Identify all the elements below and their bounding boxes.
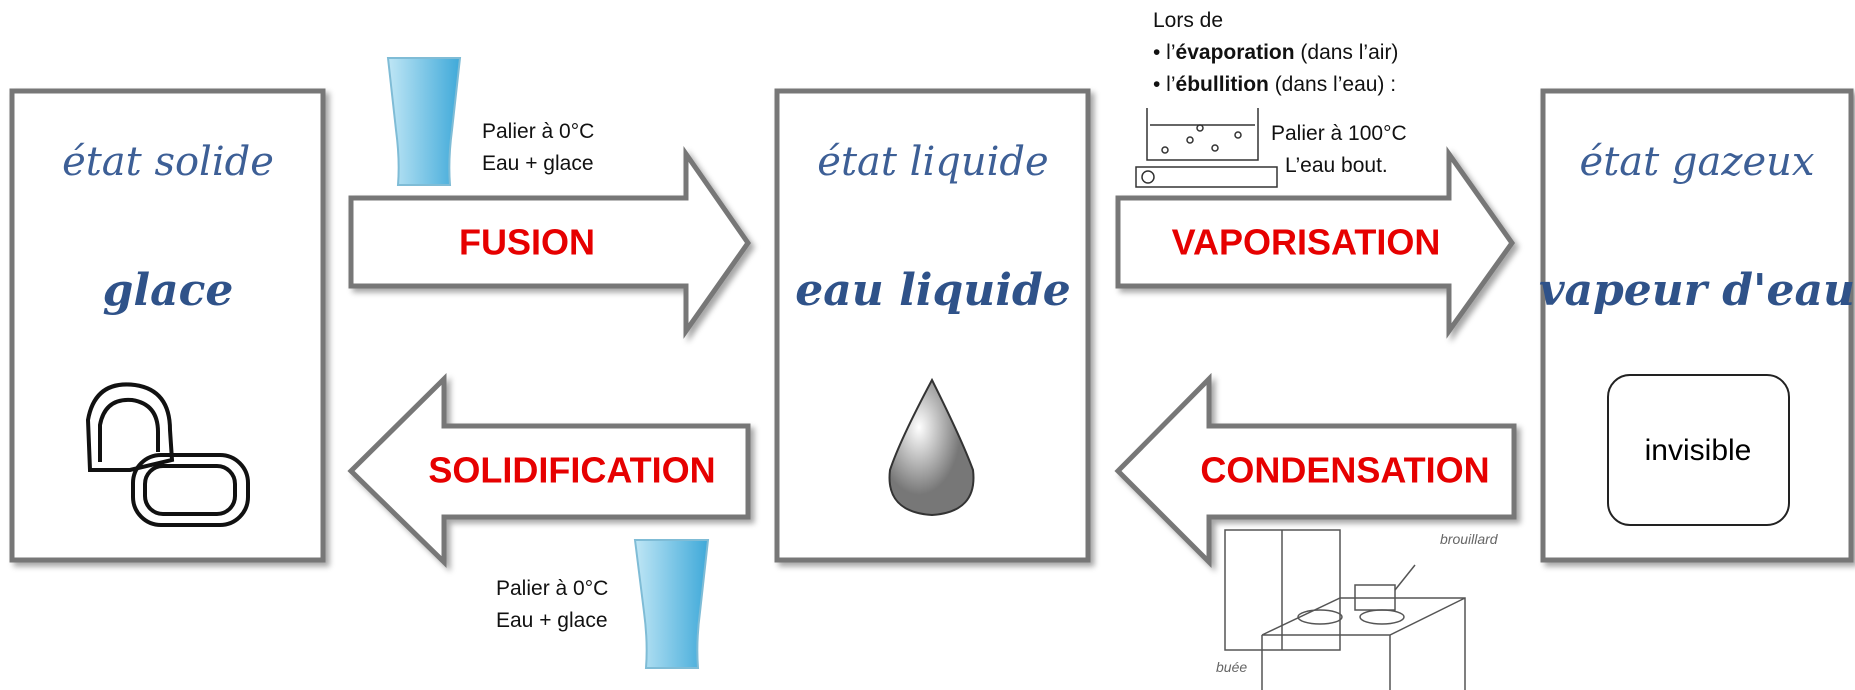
invisible-label: invisible <box>1645 434 1752 467</box>
note: (dans l’eau) : <box>1269 73 1396 96</box>
note-bold: ébullition <box>1176 73 1269 96</box>
note: Lors de <box>1153 9 1223 32</box>
card-liquid: état liquide eau liquide <box>777 91 1088 560</box>
beaker-icon <box>1136 108 1277 187</box>
note: • l’ébullition (dans l’eau) : <box>1153 73 1396 96</box>
card-solid: état solide glace <box>12 91 323 560</box>
arrow-label: SOLIDIFICATION <box>428 450 715 491</box>
note: L’eau bout. <box>1285 154 1388 177</box>
substance: vapeur d'eau <box>1539 265 1855 316</box>
card-gas: état gazeux vapeur d'eau invisible <box>1539 91 1855 560</box>
illustration-label: buée <box>1216 659 1247 675</box>
state-title: état solide <box>62 139 274 185</box>
note: (dans l’air) <box>1295 41 1399 64</box>
substance: glace <box>103 265 234 316</box>
note: Eau + glace <box>482 152 594 175</box>
arrow-label: CONDENSATION <box>1200 450 1489 491</box>
note: Palier à 100°C <box>1271 122 1407 145</box>
note-bold: évaporation <box>1176 41 1295 64</box>
state-title: état liquide <box>817 139 1048 185</box>
note: • l’ <box>1153 41 1176 64</box>
arrow-label: FUSION <box>459 222 595 263</box>
stove-icon <box>1225 530 1465 690</box>
diagram: état solide glace état liquide eau liqui… <box>0 0 1855 690</box>
substance: eau liquide <box>795 265 1070 316</box>
note: • l’ <box>1153 73 1176 96</box>
illustration-label: brouillard <box>1440 531 1499 547</box>
note: Palier à 0°C <box>482 120 594 143</box>
arrow-label: VAPORISATION <box>1172 222 1441 263</box>
note: Eau + glace <box>496 609 608 632</box>
state-title: état gazeux <box>1580 139 1815 185</box>
note: Palier à 0°C <box>496 577 608 600</box>
note: • l’évaporation (dans l’air) <box>1153 41 1398 64</box>
